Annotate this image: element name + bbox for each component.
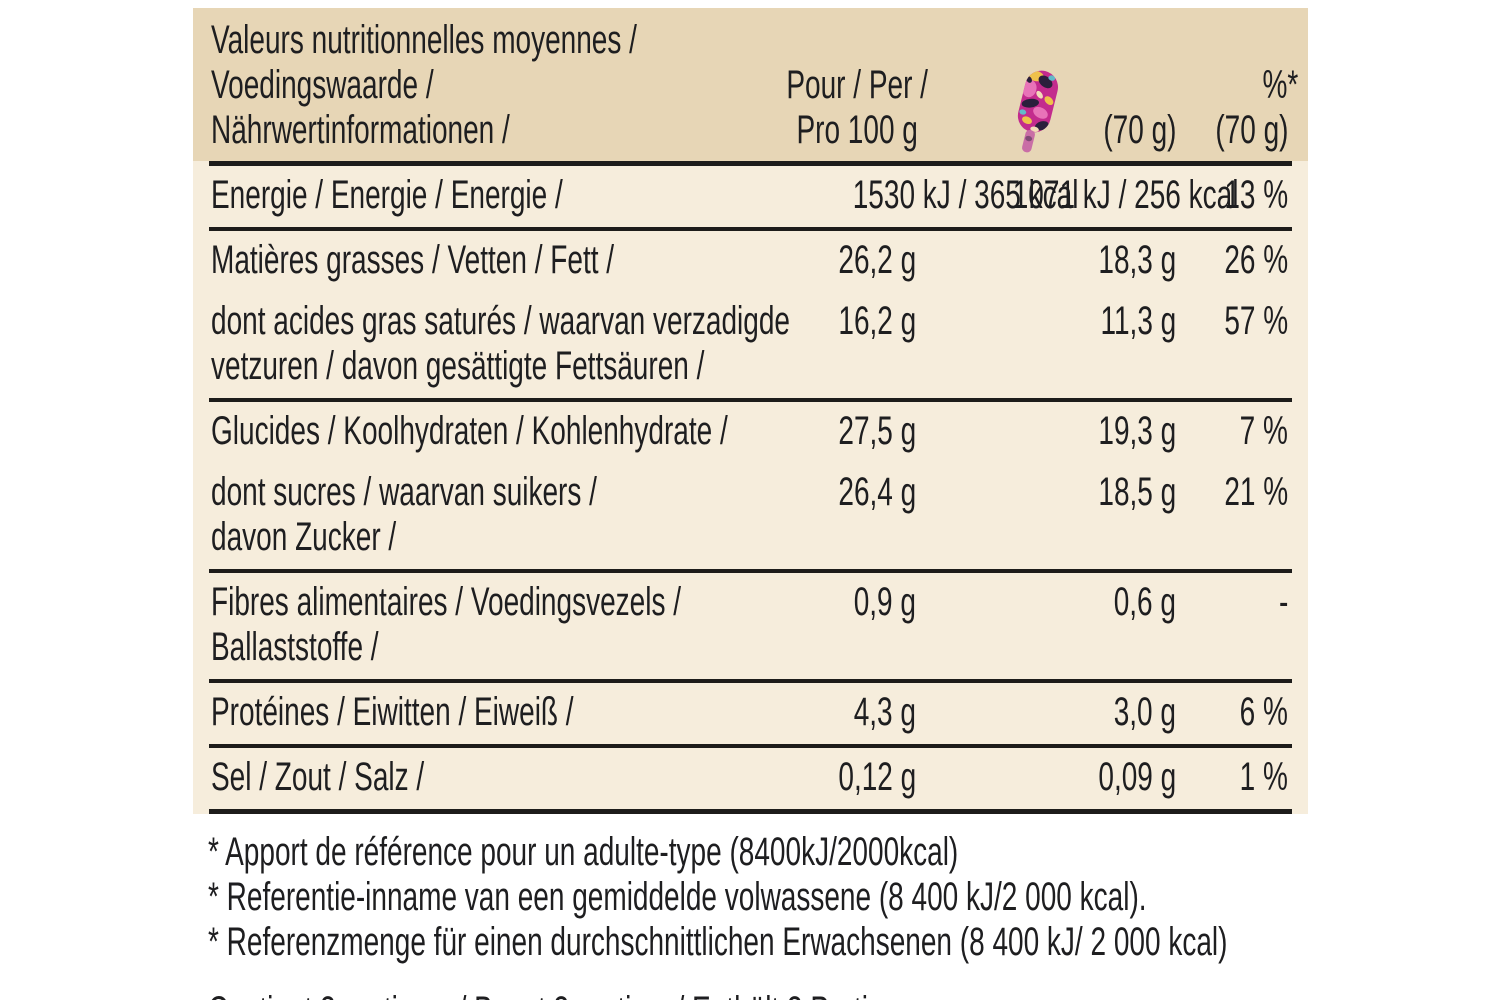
column-header-per-100g: Pour / Per / Pro 100 g: [786, 63, 928, 152]
divider: [209, 398, 1292, 402]
value-per-100g: 0,9 g: [853, 580, 916, 624]
row-label: Energie / Energie / Energie /: [211, 173, 563, 217]
nutrition-header: Valeurs nutritionnelles moyennes / Voedi…: [193, 8, 1308, 161]
value-per-100g: 1530 kJ / 365 kcal: [852, 173, 1079, 217]
table-row-energy: Energie / Energie / Energie / 1530 kJ / …: [193, 166, 1308, 227]
row-label: Glucides / Koolhydraten / Kohlenhydrate …: [211, 409, 728, 453]
value-daily-percent: 7 %: [1239, 409, 1288, 453]
value-per-100g: 0,12 g: [838, 755, 916, 799]
row-label: Sel / Zout / Salz /: [211, 755, 425, 799]
reference-intake-footnotes: * Apport de référence pour un adulte-typ…: [208, 830, 1500, 965]
row-label: dont acides gras saturés / waarvan verza…: [211, 299, 790, 388]
footnote-nl: * Referentie-inname van een gemiddelde v…: [208, 875, 1147, 919]
value-daily-percent: 6 %: [1239, 690, 1288, 734]
column-header-portion: (70 g): [916, 65, 1176, 153]
nutrition-panel: Valeurs nutritionnelles moyennes / Voedi…: [193, 8, 1308, 814]
value-per-100g: 26,2 g: [838, 238, 916, 282]
title-line: Nährwertinformationen /: [211, 108, 510, 152]
footnote-de: * Referenzmenge für einen durchschnittli…: [208, 920, 1228, 964]
row-label: Protéines / Eiwitten / Eiweiß /: [211, 690, 574, 734]
divider: [209, 679, 1292, 683]
value-daily-percent: 1 %: [1239, 755, 1288, 799]
value-per-100g: 26,4 g: [838, 470, 916, 514]
table-row-carbohydrate: Glucides / Koolhydraten / Kohlenhydrate …: [193, 402, 1308, 463]
value-per-portion: 0,6 g: [1113, 580, 1176, 624]
table-row-salt: Sel / Zout / Salz / 0,12 g 0,09 g 1 %: [193, 748, 1308, 809]
table-row-protein: Protéines / Eiwitten / Eiweiß / 4,3 g 3,…: [193, 683, 1308, 744]
column-header-daily-value: %* (70 g): [1214, 63, 1298, 152]
value-per-100g: 16,2 g: [838, 299, 916, 343]
row-label: dont sucres / waarvan suikers / davon Zuc…: [211, 470, 597, 559]
value-per-portion: 0,09 g: [1098, 755, 1176, 799]
value-per-portion: 18,5 g: [1098, 470, 1176, 514]
title-line: Voedingswaarde /: [211, 63, 434, 107]
footnote-fr: * Apport de référence pour un adulte-typ…: [208, 830, 959, 874]
value-daily-percent: -: [1278, 580, 1288, 624]
value-per-portion: 18,3 g: [1098, 238, 1176, 282]
value-daily-percent: 13 %: [1224, 173, 1288, 217]
portion-size-label: (70 g): [1102, 108, 1176, 152]
value-per-100g: 27,5 g: [838, 409, 916, 453]
divider: [209, 161, 1292, 166]
divider-bottom: [209, 809, 1292, 814]
divider: [209, 569, 1292, 573]
value-per-100g: 4,3 g: [853, 690, 916, 734]
value-per-portion: 3,0 g: [1113, 690, 1176, 734]
divider: [209, 227, 1292, 231]
ice-cream-bar-icon: [1017, 70, 1058, 153]
table-row-saturated-fat: dont acides gras saturés / waarvan verza…: [193, 292, 1308, 398]
nutrition-title: Valeurs nutritionnelles moyennes / Voedi…: [211, 18, 756, 153]
table-row-sugars: dont sucres / waarvan suikers / davon Zuc…: [193, 463, 1308, 569]
value-daily-percent: 57 %: [1224, 299, 1288, 343]
value-per-portion: 1071 kJ / 256 kcal: [1012, 173, 1239, 217]
divider: [209, 744, 1292, 748]
title-line: Valeurs nutritionnelles moyennes /: [211, 18, 637, 62]
servings-note: Contient 3 portions. / Bevat 3 porties. …: [208, 989, 1500, 1000]
value-daily-percent: 26 %: [1224, 238, 1288, 282]
value-per-portion: 19,3 g: [1098, 409, 1176, 453]
table-row-fat: Matières grasses / Vetten / Fett / 26,2 …: [193, 231, 1308, 292]
value-daily-percent: 21 %: [1224, 470, 1288, 514]
row-label: Matières grasses / Vetten / Fett /: [211, 238, 615, 282]
row-label: Fibres alimentaires / Voedingsvezels / Ba…: [211, 580, 682, 669]
value-per-portion: 11,3 g: [1100, 299, 1176, 343]
table-row-fiber: Fibres alimentaires / Voedingsvezels / Ba…: [193, 573, 1308, 679]
